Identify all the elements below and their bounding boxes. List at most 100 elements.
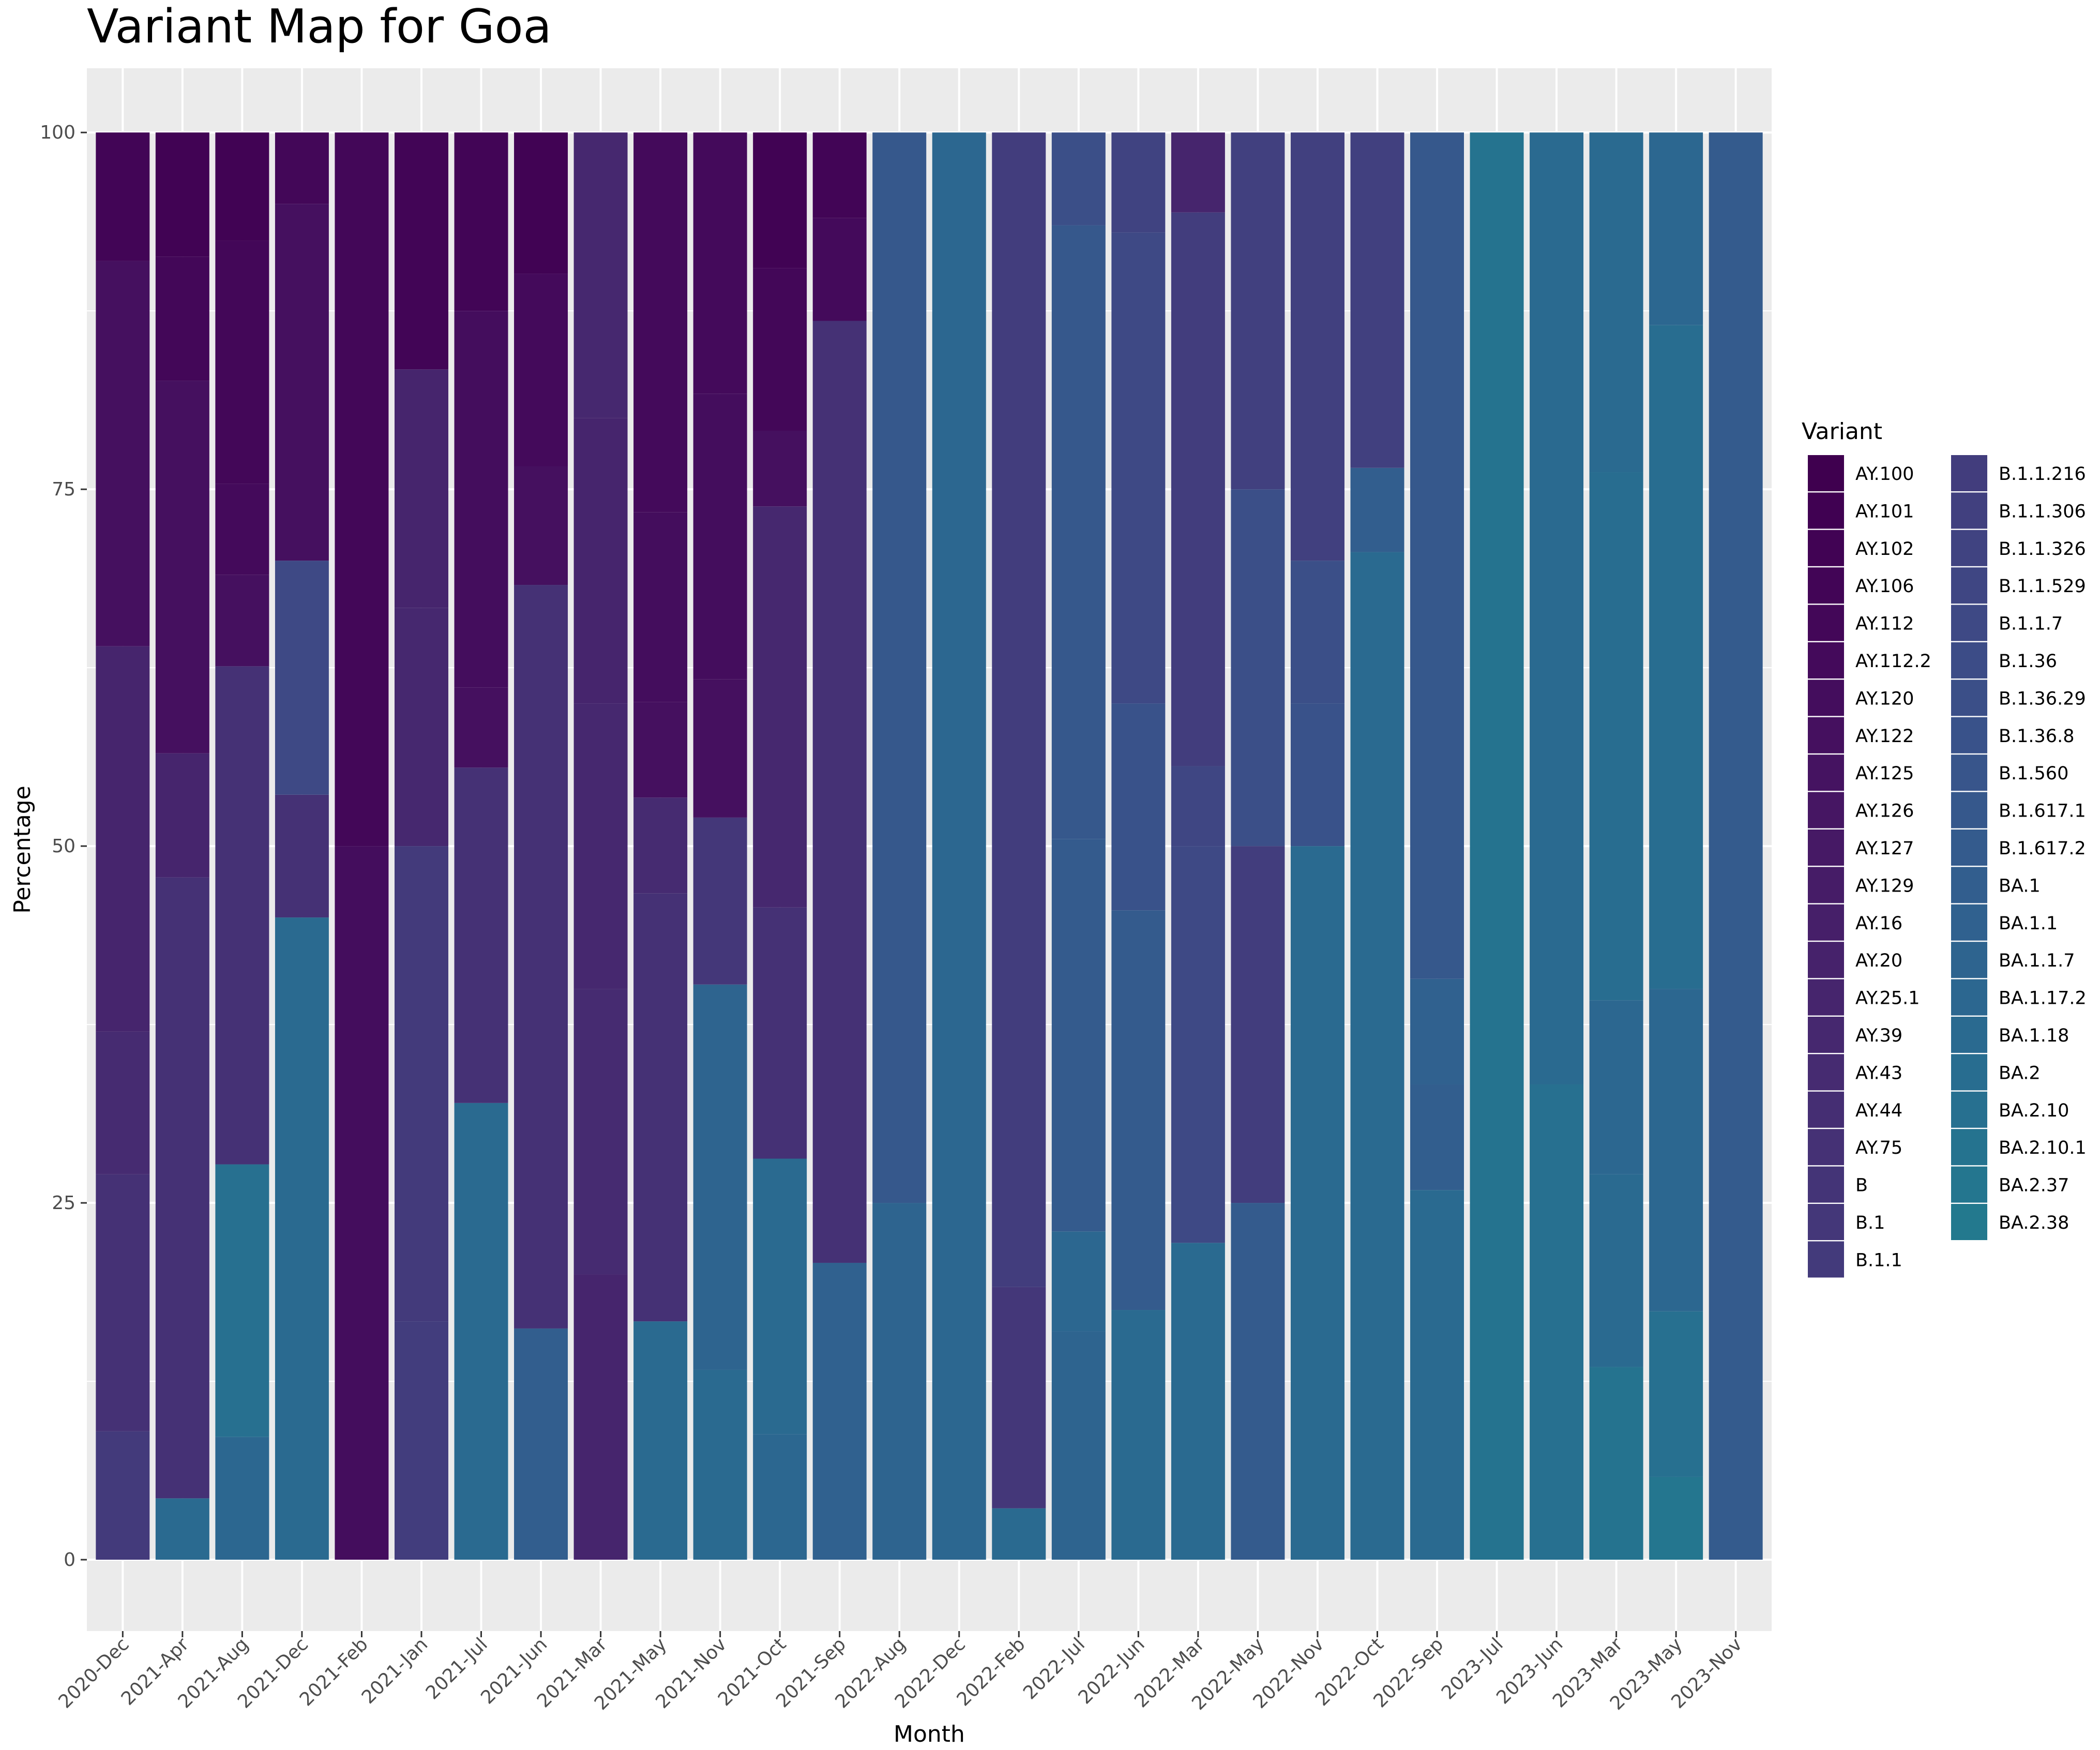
bar-segment [1649,325,1703,989]
bar-segment [215,666,269,1165]
bar-segment [1530,1084,1584,1560]
bar-segment [693,1369,747,1560]
legend-item: BA.2.10 [1951,1091,2069,1128]
bar-segment [1470,132,1524,1560]
legend-swatch [1951,1129,1987,1166]
legend-swatch [1951,979,1987,1016]
legend-item: BA.1.18 [1951,1017,2069,1053]
legend-label: AY.101 [1855,501,1914,522]
bar-segment [1589,132,1643,473]
bar-stack [1410,132,1464,1560]
legend-item: AY.122 [1808,717,1914,753]
bar-segment [1111,1310,1166,1560]
legend-label: AY.102 [1855,539,1914,560]
legend-swatch [1951,605,1987,641]
bar-segment [1350,132,1404,468]
bar-segment [1111,910,1166,1310]
bar-segment [1709,132,1763,1560]
bar-stack [1051,132,1106,1560]
legend-item: BA.2.38 [1951,1204,2069,1240]
bar-segment [1649,132,1703,325]
bar-segment [155,1498,209,1560]
bar-stack [812,132,867,1560]
legend-label: BA.1.18 [1999,1025,2069,1046]
bar-segment [1111,232,1166,704]
legend-label: B.1.1.216 [1999,464,2086,485]
legend-label: AY.129 [1855,876,1914,896]
x-tick-label: 2021-Jan [358,1634,432,1708]
bar-segment [1410,1190,1464,1560]
legend-label: B [1855,1175,1868,1196]
legend-label: B.1.1.326 [1999,539,2086,560]
bar-segment [275,204,329,561]
legend-swatch [1951,1091,1987,1128]
legend-item: B.1.36.29 [1951,680,2086,716]
bar-segment [155,381,209,753]
bar-segment [753,430,807,507]
bar-segment [753,907,807,1159]
bar-segment [693,394,747,680]
legend-label: AY.112.2 [1855,651,1931,672]
legend-item: AY.75 [1808,1129,1902,1166]
legend-swatch [1951,1204,1987,1240]
legend-label: AY.25.1 [1855,988,1920,1009]
bar-segment [872,132,927,1203]
bar-segment [454,687,508,768]
legend-label: AY.126 [1855,801,1914,822]
legend-item: B.1.1.529 [1951,567,2086,604]
bar-segment [1171,1243,1225,1560]
legend-swatch [1951,904,1987,941]
legend-label: B.1.36 [1999,651,2057,672]
legend-label: AY.100 [1855,464,1914,485]
y-axis-title: Percentage [9,786,36,914]
y-tick-label: 50 [52,836,75,857]
bar-segment [1171,212,1225,766]
bar-segment [155,132,209,257]
bar-stack [155,132,209,1560]
legend-label: B.1.617.1 [1999,801,2086,822]
legend-swatch [1808,1241,1844,1278]
bar-segment [1410,978,1464,1084]
bar-stack [932,132,986,1560]
bar-segment [693,817,747,985]
legend-label: B.1.36.8 [1999,726,2074,747]
bar-segment [633,1321,688,1560]
y-tick-label: 100 [40,122,75,143]
bar-stack [335,132,389,1560]
legend-label: BA.1.1 [1999,913,2058,934]
legend-label: AY.120 [1855,688,1914,709]
legend-item: AY.125 [1808,755,1914,791]
legend-items: AY.100 AY.101 AY.102 AY.106 AY.112 AY.112.2 AY… [1808,455,2087,1278]
bar-segment [1171,846,1225,1243]
bar-segment [633,797,688,894]
stacked-bars [96,132,1763,1560]
bar-segment [1171,766,1225,847]
legend-swatch [1951,717,1987,753]
legend-item: B.1.1.216 [1951,455,2086,491]
legend-item: AY.112 [1808,605,1914,641]
bar-segment [96,132,150,261]
legend-item: B.1.560 [1951,755,2068,791]
legend-swatch [1951,530,1987,566]
bar-segment [1589,1174,1643,1367]
bar-segment [633,893,688,1322]
bar-segment [155,877,209,1499]
legend-swatch [1808,1166,1844,1203]
legend-swatch [1808,567,1844,604]
legend-item: BA.2.10.1 [1951,1129,2087,1166]
legend-item: BA.1.1 [1951,904,2058,941]
bar-segment [573,989,628,1275]
bar-segment [1231,846,1285,1203]
bar-stack [1530,132,1584,1560]
bar-stack [753,132,807,1560]
bar-segment [215,484,269,575]
bar-segment [96,1031,150,1174]
legend-swatch [1808,1054,1844,1091]
bar-segment [932,132,986,1560]
legend-item: AY.112.2 [1808,642,1931,678]
bar-segment [1290,703,1344,847]
legend-label: AY.75 [1855,1138,1902,1158]
bar-segment [1649,1476,1703,1560]
bar-segment [394,1321,448,1560]
bar-segment [753,132,807,268]
